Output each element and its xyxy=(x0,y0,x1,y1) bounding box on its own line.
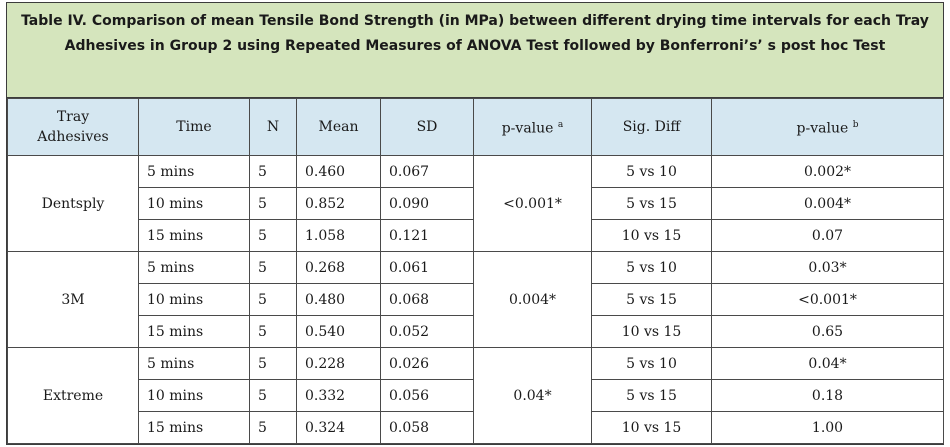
n-cell: 5 xyxy=(249,155,297,188)
sig-diff-cell: 5 vs 15 xyxy=(591,379,712,412)
sig-diff-cell: 5 vs 15 xyxy=(591,187,712,220)
sd-cell: 0.056 xyxy=(380,379,474,412)
mean-cell: 0.228 xyxy=(296,347,381,380)
n-cell: 5 xyxy=(249,187,297,220)
time-cell: 15 mins xyxy=(138,411,250,444)
posthoc-pvalue-cell: 1.00 xyxy=(711,411,944,444)
n-cell: 5 xyxy=(249,347,297,380)
header-pvalue-b-label: p-value xyxy=(796,120,849,137)
table-row: 10 mins 5 0.852 0.090 5 vs 15 0.004* xyxy=(8,187,944,220)
posthoc-pvalue-cell: 0.18 xyxy=(711,379,944,412)
sd-cell: 0.090 xyxy=(380,187,474,220)
sig-diff-cell: 5 vs 10 xyxy=(591,347,712,380)
table-caption: Table IV. Comparison of mean Tensile Bon… xyxy=(7,3,943,98)
n-cell: 5 xyxy=(249,411,297,444)
table-row: 15 mins 5 0.324 0.058 10 vs 15 1.00 xyxy=(8,411,944,444)
adhesive-name: Dentsply xyxy=(7,155,139,252)
header-pvalue-b-superscript: b xyxy=(852,120,859,131)
header-n: N xyxy=(249,98,297,156)
mean-cell: 0.332 xyxy=(296,379,381,412)
adhesive-name: 3M xyxy=(7,251,139,348)
mean-cell: 1.058 xyxy=(296,219,381,252)
anova-pvalue: 0.04* xyxy=(473,347,592,444)
sd-cell: 0.061 xyxy=(380,251,474,284)
sd-cell: 0.121 xyxy=(380,219,474,252)
sig-diff-cell: 5 vs 10 xyxy=(591,155,712,188)
table-row: Dentsply 5 mins 5 0.460 0.067 <0.001* 5 … xyxy=(7,155,944,252)
time-cell: 15 mins xyxy=(138,219,250,252)
time-cell: 10 mins xyxy=(138,187,250,220)
sig-diff-cell: 10 vs 15 xyxy=(591,219,712,252)
header-pvalue-a-superscript: a xyxy=(557,120,564,131)
anova-pvalue: <0.001* xyxy=(473,155,592,252)
posthoc-pvalue-cell: 0.03* xyxy=(711,251,944,284)
table-row: 10 mins 5 0.480 0.068 5 vs 15 <0.001* xyxy=(8,283,944,316)
n-cell: 5 xyxy=(249,219,297,252)
table-figure: Table IV. Comparison of mean Tensile Bon… xyxy=(6,2,944,445)
time-cell: 5 mins xyxy=(138,251,250,284)
mean-cell: 0.852 xyxy=(296,187,381,220)
table-row: 10 mins 5 0.332 0.056 5 vs 15 0.18 xyxy=(8,379,944,412)
header-mean: Mean xyxy=(296,98,381,156)
caption-line-2: Adhesives in Group 2 using Repeated Meas… xyxy=(64,38,886,54)
time-cell: 5 mins xyxy=(138,347,250,380)
header-pvalue-a: p-value a xyxy=(473,98,592,156)
header-sig-diff: Sig. Diff xyxy=(591,98,712,156)
time-cell: 5 mins xyxy=(138,155,250,188)
table-row: Extreme 5 mins 5 0.228 0.026 0.04* 5 vs … xyxy=(7,347,944,444)
n-cell: 5 xyxy=(249,251,297,284)
header-pvalue-a-label: p-value xyxy=(501,120,554,137)
posthoc-pvalue-cell: 0.04* xyxy=(711,347,944,380)
sig-diff-cell: 5 vs 15 xyxy=(591,283,712,316)
header-tray-adhesives: Tray Adhesives xyxy=(7,98,139,156)
table-row: 15 mins 5 1.058 0.121 10 vs 15 0.07 xyxy=(8,219,944,252)
header-tray-label: Tray xyxy=(56,109,90,125)
results-table: Tray Adhesives Time N Mean SD p-value a … xyxy=(7,98,944,444)
sd-cell: 0.068 xyxy=(380,283,474,316)
n-cell: 5 xyxy=(249,283,297,316)
sig-diff-cell: 10 vs 15 xyxy=(591,411,712,444)
mean-cell: 0.540 xyxy=(296,315,381,348)
table-row: 3M 5 mins 5 0.268 0.061 0.004* 5 vs 10 0… xyxy=(7,251,944,348)
table-row: 15 mins 5 0.540 0.052 10 vs 15 0.65 xyxy=(8,315,944,348)
time-cell: 15 mins xyxy=(138,315,250,348)
anova-pvalue: 0.004* xyxy=(473,251,592,348)
sig-diff-cell: 5 vs 10 xyxy=(591,251,712,284)
header-sd: SD xyxy=(380,98,474,156)
sd-cell: 0.052 xyxy=(380,315,474,348)
header-row: Tray Adhesives Time N Mean SD p-value a … xyxy=(7,98,944,156)
mean-cell: 0.480 xyxy=(296,283,381,316)
header-pvalue-b: p-value b xyxy=(711,98,944,156)
mean-cell: 0.268 xyxy=(296,251,381,284)
mean-cell: 0.324 xyxy=(296,411,381,444)
posthoc-pvalue-cell: 0.65 xyxy=(711,315,944,348)
mean-cell: 0.460 xyxy=(296,155,381,188)
sig-diff-cell: 10 vs 15 xyxy=(591,315,712,348)
sd-cell: 0.067 xyxy=(380,155,474,188)
caption-line-1: Table IV. Comparison of mean Tensile Bon… xyxy=(21,13,929,29)
time-cell: 10 mins xyxy=(138,379,250,412)
header-time: Time xyxy=(138,98,250,156)
n-cell: 5 xyxy=(249,315,297,348)
posthoc-pvalue-cell: 0.004* xyxy=(711,187,944,220)
adhesive-name: Extreme xyxy=(7,347,139,444)
n-cell: 5 xyxy=(249,379,297,412)
posthoc-pvalue-cell: 0.002* xyxy=(711,155,944,188)
posthoc-pvalue-cell: 0.07 xyxy=(711,219,944,252)
posthoc-pvalue-cell: <0.001* xyxy=(711,283,944,316)
sd-cell: 0.026 xyxy=(380,347,474,380)
sd-cell: 0.058 xyxy=(380,411,474,444)
time-cell: 10 mins xyxy=(138,283,250,316)
header-adhesives-label: Adhesives xyxy=(37,129,109,145)
